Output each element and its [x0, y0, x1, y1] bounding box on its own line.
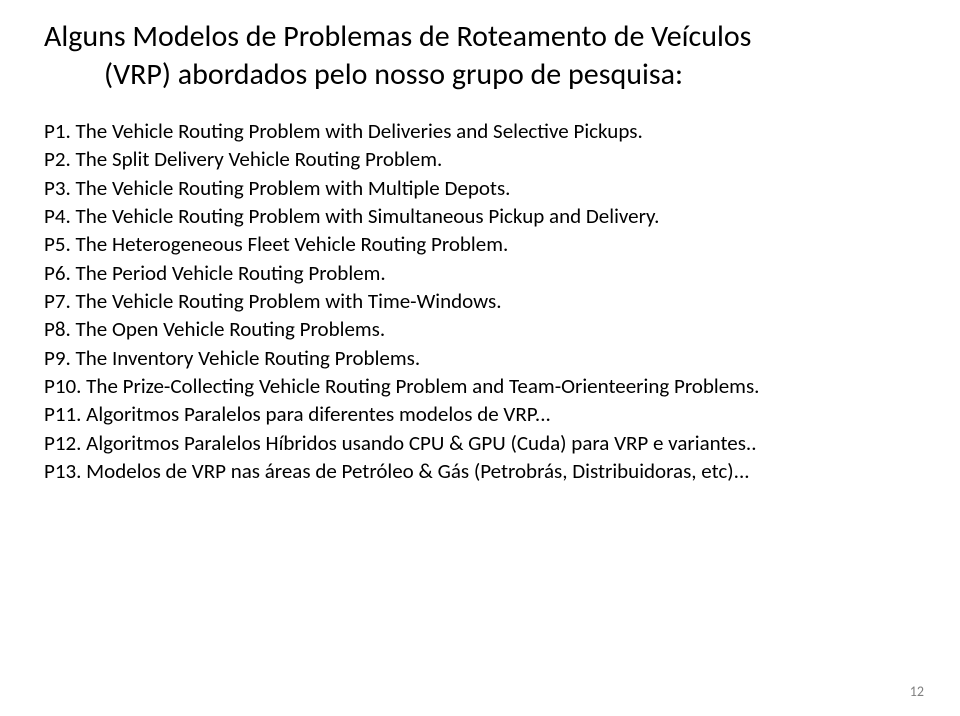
list-item: P10. The Prize-Collecting Vehicle Routin… [44, 372, 920, 400]
list-item: P1. The Vehicle Routing Problem with Del… [44, 117, 920, 145]
list-item: P8. The Open Vehicle Routing Problems. [44, 315, 920, 343]
list-item: P3. The Vehicle Routing Problem with Mul… [44, 174, 920, 202]
problem-list: P1. The Vehicle Routing Problem with Del… [44, 117, 920, 485]
title-line-2: (VRP) abordados pelo nosso grupo de pesq… [44, 56, 920, 94]
list-item: P7. The Vehicle Routing Problem with Tim… [44, 287, 920, 315]
list-item: P9. The Inventory Vehicle Routing Proble… [44, 344, 920, 372]
page-number: 12 [910, 683, 924, 700]
list-item: P2. The Split Delivery Vehicle Routing P… [44, 145, 920, 173]
list-item: P5. The Heterogeneous Fleet Vehicle Rout… [44, 230, 920, 258]
list-item: P12. Algoritmos Paralelos Híbridos usand… [44, 429, 920, 457]
list-item: P4. The Vehicle Routing Problem with Sim… [44, 202, 920, 230]
title-line-1: Alguns Modelos de Problemas de Roteament… [44, 18, 920, 56]
list-item: P11. Algoritmos Paralelos para diferente… [44, 400, 920, 428]
slide-title: Alguns Modelos de Problemas de Roteament… [44, 18, 920, 93]
list-item: P13. Modelos de VRP nas áreas de Petróle… [44, 457, 920, 485]
list-item: P6. The Period Vehicle Routing Problem. [44, 259, 920, 287]
